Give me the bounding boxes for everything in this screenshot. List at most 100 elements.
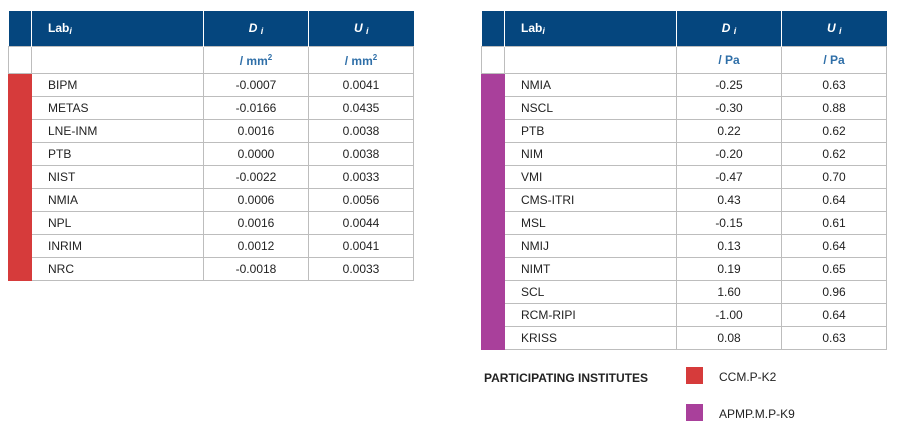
- d-value-cell: -0.0018: [203, 257, 309, 281]
- u-value-cell: 0.63: [781, 73, 887, 97]
- table-header-row: Labi D i U i: [481, 11, 887, 47]
- table-row: INRIM 0.0012 0.0041: [8, 234, 414, 258]
- d-value-cell: -0.15: [676, 211, 782, 235]
- lab-cell: NIST: [31, 165, 204, 189]
- d-value-cell: -1.00: [676, 303, 782, 327]
- u-value-cell: 0.61: [781, 211, 887, 235]
- u-value-cell: 0.0033: [308, 257, 414, 281]
- table-row: NIST -0.0022 0.0033: [8, 165, 414, 189]
- row-color-swatch: [481, 280, 505, 304]
- swatch-header: [481, 11, 505, 47]
- d-unit: / mm2: [203, 46, 309, 74]
- legend-title: PARTICIPATING INSTITUTES: [484, 371, 648, 385]
- lab-cell: VMI: [504, 165, 677, 189]
- table-row: NMIJ 0.13 0.64: [481, 234, 887, 258]
- lab-cell: NMIJ: [504, 234, 677, 258]
- row-color-swatch: [8, 119, 32, 143]
- d-value-cell: -0.47: [676, 165, 782, 189]
- row-color-swatch: [481, 73, 505, 97]
- units-lab-cell: [504, 46, 677, 74]
- u-value-cell: 0.62: [781, 142, 887, 166]
- d-value-cell: -0.30: [676, 96, 782, 120]
- legend-label-ccm: CCM.P-K2: [719, 370, 777, 384]
- row-color-swatch: [8, 234, 32, 258]
- table-row: PTB 0.22 0.62: [481, 119, 887, 143]
- table-row: SCL 1.60 0.96: [481, 280, 887, 304]
- u-value-cell: 0.0041: [308, 73, 414, 97]
- legend-label-apmp: APMP.M.P-K9: [719, 407, 795, 421]
- row-color-swatch: [481, 211, 505, 235]
- row-color-swatch: [8, 188, 32, 212]
- u-value-cell: 0.63: [781, 326, 887, 350]
- table-row: PTB 0.0000 0.0038: [8, 142, 414, 166]
- lab-cell: METAS: [31, 96, 204, 120]
- apmp-results-table: Labi D i U i / Pa / Pa NMIA -0.25 0.63 NSCL…: [481, 11, 887, 350]
- u-value-cell: 0.0056: [308, 188, 414, 212]
- lab-cell: NSCL: [504, 96, 677, 120]
- u-value-cell: 0.0044: [308, 211, 414, 235]
- legend-swatch-apmp: [686, 404, 703, 421]
- lab-cell: NIM: [504, 142, 677, 166]
- d-value-cell: -0.20: [676, 142, 782, 166]
- d-value-cell: 0.22: [676, 119, 782, 143]
- d-column-header: D i: [676, 11, 782, 47]
- table-row: NRC -0.0018 0.0033: [8, 257, 414, 281]
- row-color-swatch: [481, 165, 505, 189]
- table-row: NIM -0.20 0.62: [481, 142, 887, 166]
- lab-cell: RCM-RIPI: [504, 303, 677, 327]
- u-column-header: U i: [308, 11, 414, 47]
- lab-cell: SCL: [504, 280, 677, 304]
- row-color-swatch: [8, 142, 32, 166]
- table-row: NMIA 0.0006 0.0056: [8, 188, 414, 212]
- d-value-cell: 0.0016: [203, 119, 309, 143]
- u-value-cell: 0.0038: [308, 119, 414, 143]
- d-value-cell: 0.0016: [203, 211, 309, 235]
- u-value-cell: 0.64: [781, 188, 887, 212]
- row-color-swatch: [481, 96, 505, 120]
- lab-cell: NMIA: [31, 188, 204, 212]
- table-row: METAS -0.0166 0.0435: [8, 96, 414, 120]
- u-column-header: U i: [781, 11, 887, 47]
- lab-cell: NIMT: [504, 257, 677, 281]
- units-blank-cell: [8, 46, 32, 74]
- u-value-cell: 0.64: [781, 234, 887, 258]
- lab-cell: PTB: [504, 119, 677, 143]
- lab-cell: NPL: [31, 211, 204, 235]
- row-color-swatch: [481, 188, 505, 212]
- d-column-header: D i: [203, 11, 309, 47]
- d-value-cell: -0.0022: [203, 165, 309, 189]
- u-value-cell: 0.0033: [308, 165, 414, 189]
- d-value-cell: 0.43: [676, 188, 782, 212]
- units-lab-cell: [31, 46, 204, 74]
- swatch-header: [8, 11, 32, 47]
- d-value-cell: -0.0007: [203, 73, 309, 97]
- row-color-swatch: [481, 142, 505, 166]
- lab-cell: NRC: [31, 257, 204, 281]
- units-blank-cell: [481, 46, 505, 74]
- lab-cell: NMIA: [504, 73, 677, 97]
- row-color-swatch: [8, 165, 32, 189]
- row-color-swatch: [481, 326, 505, 350]
- d-value-cell: 0.0012: [203, 234, 309, 258]
- table-row: MSL -0.15 0.61: [481, 211, 887, 235]
- lab-column-header: Labi: [31, 11, 204, 47]
- d-value-cell: -0.0166: [203, 96, 309, 120]
- table-row: VMI -0.47 0.70: [481, 165, 887, 189]
- d-value-cell: 0.13: [676, 234, 782, 258]
- u-value-cell: 0.0041: [308, 234, 414, 258]
- row-color-swatch: [8, 73, 32, 97]
- u-value-cell: 0.64: [781, 303, 887, 327]
- u-value-cell: 0.0038: [308, 142, 414, 166]
- d-value-cell: 1.60: [676, 280, 782, 304]
- d-value-cell: 0.0006: [203, 188, 309, 212]
- u-value-cell: 0.96: [781, 280, 887, 304]
- units-row: / mm2 / mm2: [8, 46, 414, 74]
- table-row: CMS-ITRI 0.43 0.64: [481, 188, 887, 212]
- u-value-cell: 0.0435: [308, 96, 414, 120]
- table-row: RCM-RIPI -1.00 0.64: [481, 303, 887, 327]
- d-value-cell: 0.08: [676, 326, 782, 350]
- row-color-swatch: [8, 257, 32, 281]
- table-row: NSCL -0.30 0.88: [481, 96, 887, 120]
- table-row: NIMT 0.19 0.65: [481, 257, 887, 281]
- row-color-swatch: [481, 234, 505, 258]
